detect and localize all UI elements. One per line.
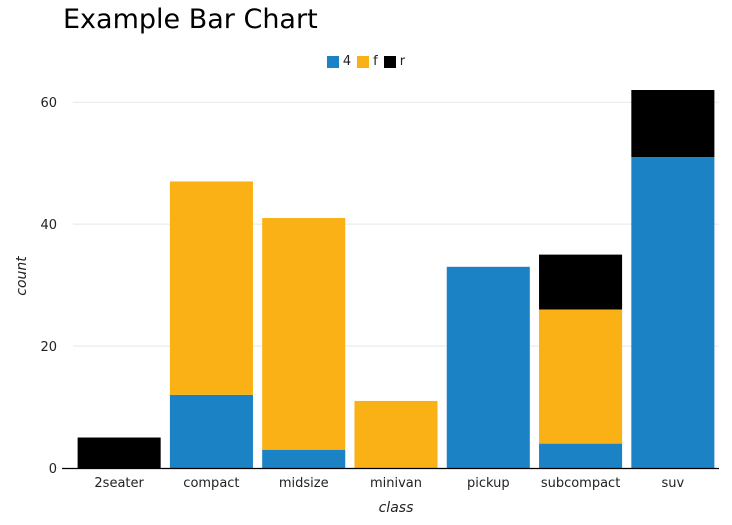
y-tick-label: 0 <box>49 462 57 477</box>
bar-midsize-f <box>262 218 346 450</box>
bar-compact-4 <box>169 394 253 468</box>
y-axis-title: count <box>14 256 30 296</box>
legend-item-r[interactable]: r <box>383 54 406 69</box>
legend: 4 f r <box>0 54 732 69</box>
x-axis-title: class <box>379 500 414 516</box>
x-tick-label: suv <box>661 476 684 491</box>
bar-2seater-r <box>77 437 161 468</box>
legend-item-4[interactable]: 4 <box>326 54 352 69</box>
bar-compact-f <box>169 181 253 395</box>
legend-label: 4 <box>342 54 352 69</box>
y-tick-label: 60 <box>40 96 57 111</box>
bar-suv-4 <box>631 157 715 468</box>
y-tick-label: 40 <box>40 218 57 233</box>
x-tick-label: midsize <box>279 476 329 491</box>
x-tick-label: 2seater <box>94 476 144 491</box>
bar-pickup-4 <box>446 266 530 468</box>
bar-subcompact-r <box>539 254 623 310</box>
legend-item-f[interactable]: f <box>357 54 378 69</box>
legend-label: f <box>373 54 378 69</box>
x-tick-label: subcompact <box>541 476 621 491</box>
bar-subcompact-f <box>539 309 623 444</box>
x-tick-label: minivan <box>370 476 422 491</box>
x-tick-label: compact <box>183 476 239 491</box>
bar-midsize-4 <box>262 449 346 468</box>
bar-suv-r <box>631 90 715 158</box>
legend-swatch <box>326 55 339 68</box>
bar-subcompact-4 <box>539 443 623 468</box>
legend-swatch <box>357 55 370 68</box>
legend-label: r <box>399 54 406 69</box>
y-tick-label: 20 <box>40 340 57 355</box>
chart-title: Example Bar Chart <box>63 4 318 35</box>
x-tick-label: pickup <box>467 476 510 491</box>
legend-swatch <box>383 55 396 68</box>
bar-minivan-f <box>354 400 438 468</box>
